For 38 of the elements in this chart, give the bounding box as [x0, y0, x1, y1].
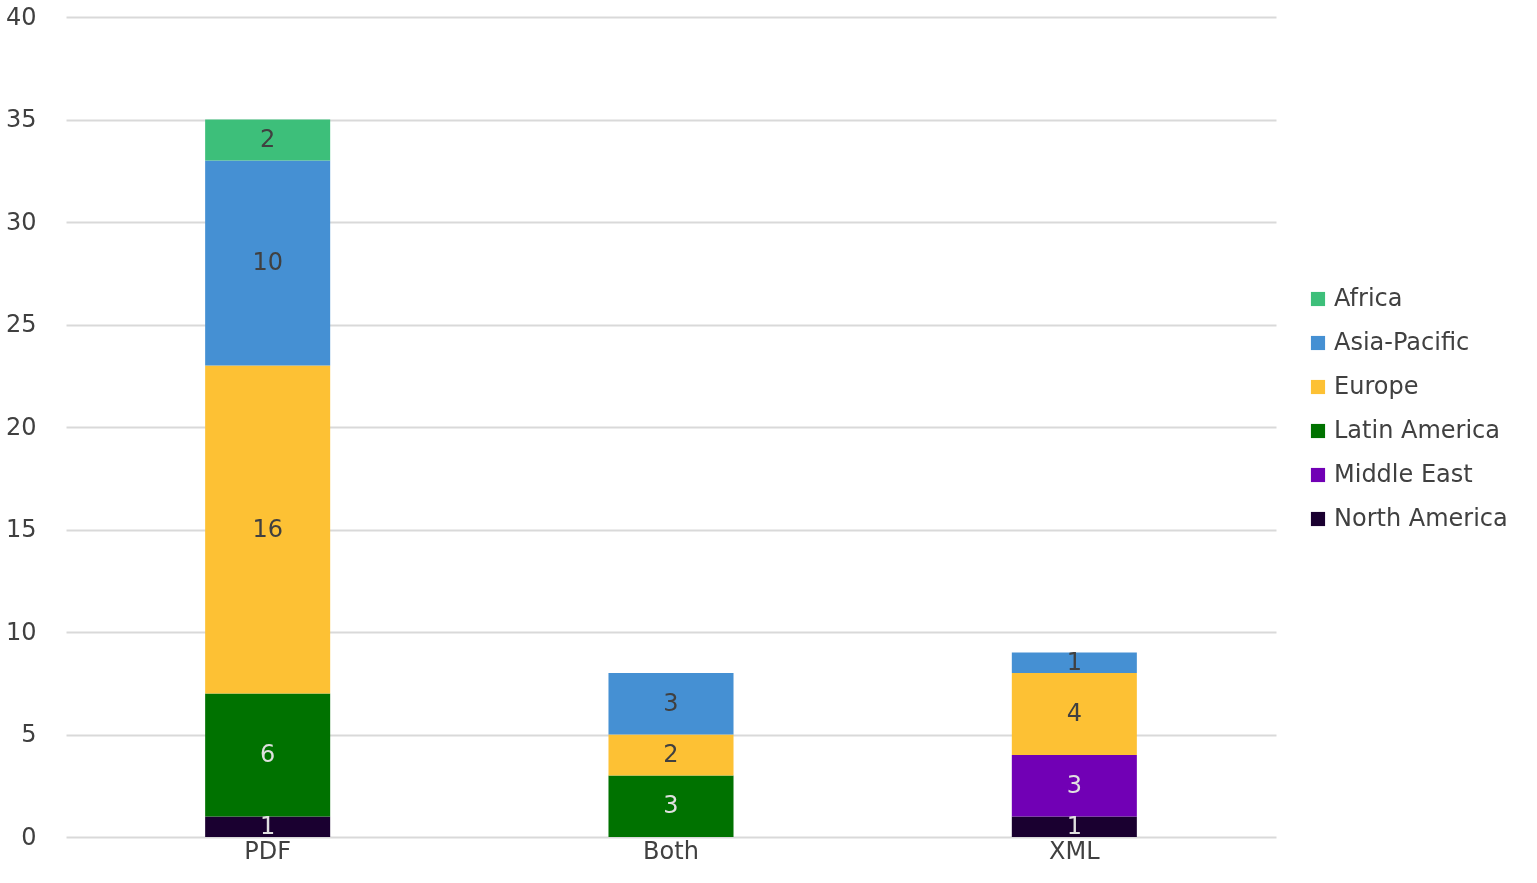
data-label: 4: [1066, 699, 1082, 727]
data-label: 1: [1066, 647, 1082, 676]
data-label: 3: [663, 791, 679, 820]
legend-label: Asia-Pacific: [1334, 328, 1470, 356]
y-tick-label: 10: [5, 617, 37, 646]
bar: [205, 693, 331, 817]
bar: [205, 816, 331, 837]
y-tick-label: 35: [5, 105, 37, 133]
bar: [1011, 755, 1137, 817]
data-label: 3: [1066, 770, 1082, 799]
x-tick-label: Both: [643, 836, 699, 865]
data-label: 3: [663, 688, 679, 717]
data-label: 10: [252, 248, 283, 276]
data-label: 16: [252, 514, 283, 543]
bar: [1011, 673, 1137, 755]
data-label: 6: [260, 740, 276, 768]
y-tick-label: 20: [5, 412, 37, 441]
legend-label: North America: [1334, 504, 1508, 532]
bar: [1011, 816, 1137, 837]
y-tick-label: 30: [5, 207, 37, 236]
y-tick-label: 40: [5, 2, 37, 31]
y-tick-label: 5: [21, 720, 37, 748]
data-label: 2: [663, 740, 679, 768]
legend-label: Africa: [1334, 284, 1403, 312]
bar: [608, 734, 734, 776]
legend-label: Europe: [1334, 372, 1419, 400]
y-tick-label: 0: [21, 822, 37, 851]
bar: [205, 119, 331, 161]
legend-label: Middle East: [1334, 460, 1473, 488]
data-label: 2: [260, 125, 276, 153]
y-tick-label: 25: [5, 310, 37, 338]
bar: [1011, 652, 1137, 673]
bar: [205, 365, 331, 694]
y-tick-label: 15: [5, 515, 37, 543]
bar: [608, 775, 734, 837]
bar: [608, 673, 734, 735]
legend-label: Latin America: [1334, 416, 1500, 444]
bar: [205, 160, 331, 366]
